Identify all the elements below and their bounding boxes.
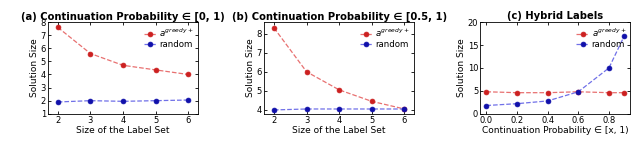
- $a^{greedy+}$: [54, 26, 61, 28]
- random: [620, 35, 628, 37]
- Line: random: random: [484, 33, 627, 108]
- random: [605, 67, 612, 69]
- Title: (a) Continuation Probability ∈ [0, 1): (a) Continuation Probability ∈ [0, 1): [21, 11, 225, 22]
- $a^{greedy+}$: [575, 91, 582, 93]
- random: [368, 108, 376, 110]
- X-axis label: Continuation Probability ∈ [x, 1): Continuation Probability ∈ [x, 1): [482, 126, 628, 135]
- $a^{greedy+}$: [544, 92, 552, 94]
- Y-axis label: Solution Size: Solution Size: [30, 39, 39, 97]
- Y-axis label: Solution Size: Solution Size: [246, 39, 255, 97]
- Y-axis label: Solution Size: Solution Size: [458, 39, 467, 97]
- $a^{greedy+}$: [368, 100, 376, 102]
- random: [575, 91, 582, 93]
- Line: $a^{greedy+}$: $a^{greedy+}$: [271, 25, 407, 111]
- X-axis label: Size of the Label Set: Size of the Label Set: [76, 126, 170, 135]
- Line: random: random: [55, 98, 191, 104]
- Legend: $a^{greedy+}$, random: $a^{greedy+}$, random: [575, 25, 628, 50]
- $a^{greedy+}$: [335, 89, 343, 91]
- random: [544, 100, 552, 102]
- random: [401, 108, 408, 110]
- $a^{greedy+}$: [483, 91, 490, 93]
- random: [54, 101, 61, 103]
- $a^{greedy+}$: [605, 92, 612, 94]
- Line: $a^{greedy+}$: $a^{greedy+}$: [484, 89, 627, 95]
- $a^{greedy+}$: [184, 73, 192, 75]
- $a^{greedy+}$: [270, 27, 278, 29]
- $a^{greedy+}$: [86, 53, 94, 55]
- Line: $a^{greedy+}$: $a^{greedy+}$: [55, 25, 191, 77]
- $a^{greedy+}$: [401, 108, 408, 110]
- random: [119, 100, 127, 102]
- random: [303, 108, 310, 110]
- random: [270, 109, 278, 111]
- X-axis label: Size of the Label Set: Size of the Label Set: [292, 126, 386, 135]
- Line: random: random: [271, 106, 407, 112]
- random: [86, 100, 94, 102]
- $a^{greedy+}$: [303, 71, 310, 73]
- random: [184, 99, 192, 101]
- $a^{greedy+}$: [513, 92, 521, 94]
- Title: (c) Hybrid Labels: (c) Hybrid Labels: [508, 11, 604, 21]
- Title: (b) Continuation Probability ∈ [0.5, 1): (b) Continuation Probability ∈ [0.5, 1): [232, 11, 447, 22]
- random: [335, 108, 343, 110]
- random: [483, 105, 490, 106]
- $a^{greedy+}$: [119, 64, 127, 66]
- Legend: $a^{greedy+}$, random: $a^{greedy+}$, random: [358, 25, 412, 50]
- random: [152, 100, 159, 102]
- $a^{greedy+}$: [620, 92, 628, 94]
- $a^{greedy+}$: [152, 69, 159, 71]
- Legend: $a^{greedy+}$, random: $a^{greedy+}$, random: [142, 25, 195, 50]
- random: [513, 103, 521, 105]
